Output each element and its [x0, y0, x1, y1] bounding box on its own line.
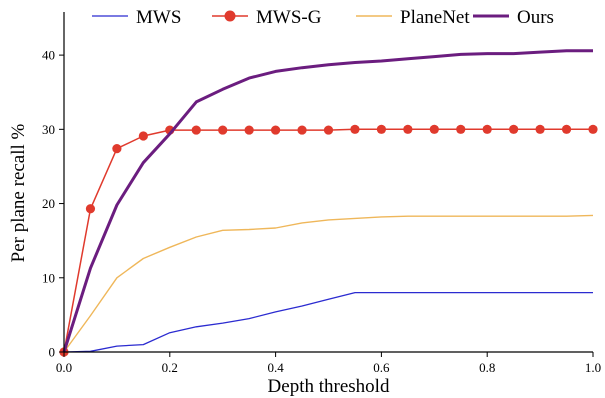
axes: [63, 12, 593, 353]
x-tick-label: 0.6: [373, 360, 390, 375]
series-line-mws: [63, 291, 593, 353]
data-point-mws-g: [244, 125, 254, 135]
data-point-mws-g: [429, 124, 439, 134]
x-tick-label: 0.2: [162, 360, 178, 375]
y-axis-title: Per plane recall %: [8, 123, 29, 262]
series-line-ours: [62, 49, 593, 353]
legend-label-planenet: PlaneNet: [400, 7, 470, 28]
y-tick-label: 40: [42, 48, 55, 63]
data-point-mws-g: [297, 125, 307, 135]
x-tick-label: 0.0: [56, 360, 72, 375]
ticks: 0.0 0.2 0.4 0.6 0.8 1.0 0 10 20 30 40: [42, 48, 601, 375]
data-point-mws-g: [535, 124, 545, 134]
data-point-mws-g: [376, 124, 386, 134]
legend-label-mws-g: MWS-G: [256, 7, 322, 28]
data-point-mws-g: [456, 124, 466, 134]
data-point-mws-g: [271, 125, 281, 135]
data-point-mws-g: [218, 125, 228, 135]
legend: MWS MWS-G PlaneNet Ours: [92, 7, 554, 28]
data-point-mws-g: [403, 124, 413, 134]
x-tick-label: 1.0: [585, 360, 601, 375]
y-tick-label: 30: [42, 122, 55, 137]
data-point-mws-g: [112, 144, 122, 154]
plot-area: [59, 49, 598, 357]
data-point-mws-g: [85, 204, 96, 214]
x-tick-label: 0.8: [479, 360, 495, 375]
x-axis-title: Depth threshold: [268, 376, 390, 397]
y-tick-label: 10: [42, 270, 55, 285]
legend-label-mws: MWS: [136, 7, 181, 28]
data-point-mws-g: [588, 124, 598, 134]
data-point-mws-g: [138, 131, 148, 141]
y-tick-label: 0: [49, 345, 56, 360]
x-tick-label: 0.4: [267, 360, 284, 375]
legend-marker-mws-g: [224, 10, 236, 22]
data-point-mws-g: [191, 125, 201, 135]
y-tick-label: 20: [42, 196, 55, 211]
legend-label-ours: Ours: [517, 7, 554, 28]
data-point-mws-g: [509, 124, 519, 134]
data-point-mws-g: [482, 124, 492, 134]
data-point-mws-g: [323, 125, 334, 135]
data-point-mws-g: [350, 124, 360, 134]
series-line-planenet: [63, 214, 594, 353]
data-point-mws-g: [561, 124, 572, 134]
